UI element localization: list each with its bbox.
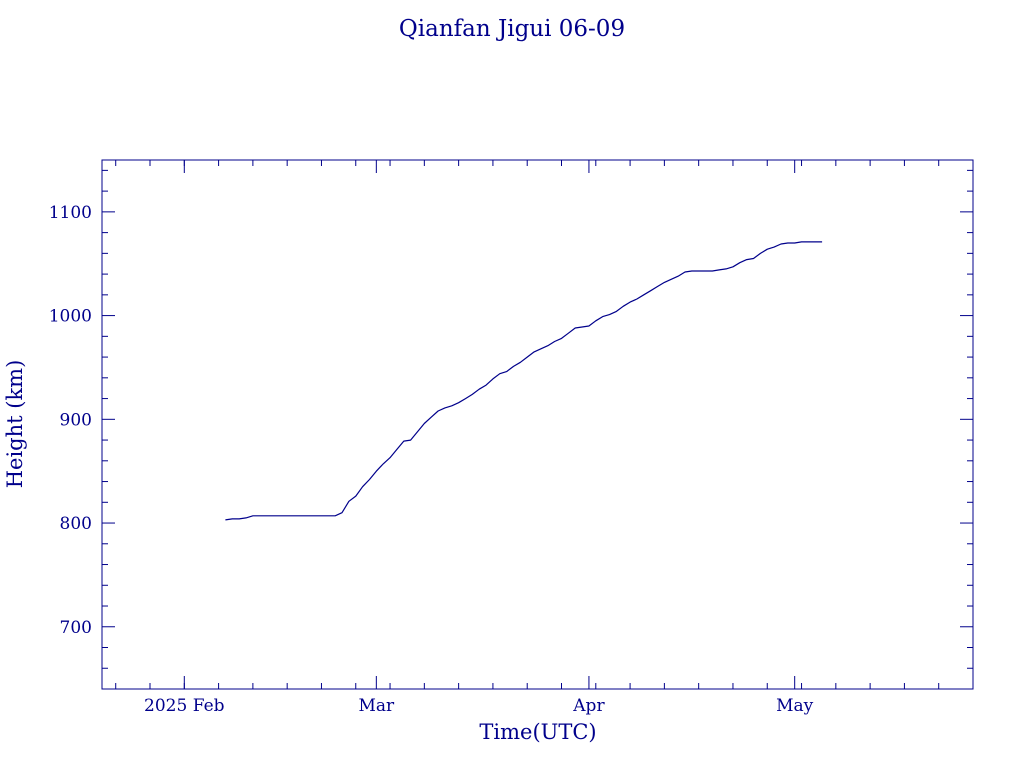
y-axis-label: Height (km) (3, 360, 27, 489)
height-series-line (225, 241, 823, 521)
x-tick-label: Mar (358, 696, 395, 716)
x-tick-label: 2025 Feb (144, 696, 225, 716)
series-group (225, 241, 823, 521)
x-tick-label: May (776, 696, 814, 716)
y-tick-label: 1100 (49, 203, 92, 223)
x-axis-label: Time(UTC) (479, 720, 596, 744)
x-axis-ticks: 2025 Feb Mar Apr May (115, 160, 974, 716)
y-tick-label: 900 (60, 410, 92, 430)
y-tick-label: 1000 (49, 307, 92, 327)
y-tick-label: 700 (60, 618, 92, 638)
x-tick-label: Apr (572, 696, 605, 716)
y-tick-label: 800 (60, 514, 92, 534)
y-axis-ticks: 700 800 900 1000 1100 (49, 169, 973, 690)
plot-frame (101, 159, 974, 690)
chart-title: Qianfan Jigui 06-09 (399, 16, 625, 42)
